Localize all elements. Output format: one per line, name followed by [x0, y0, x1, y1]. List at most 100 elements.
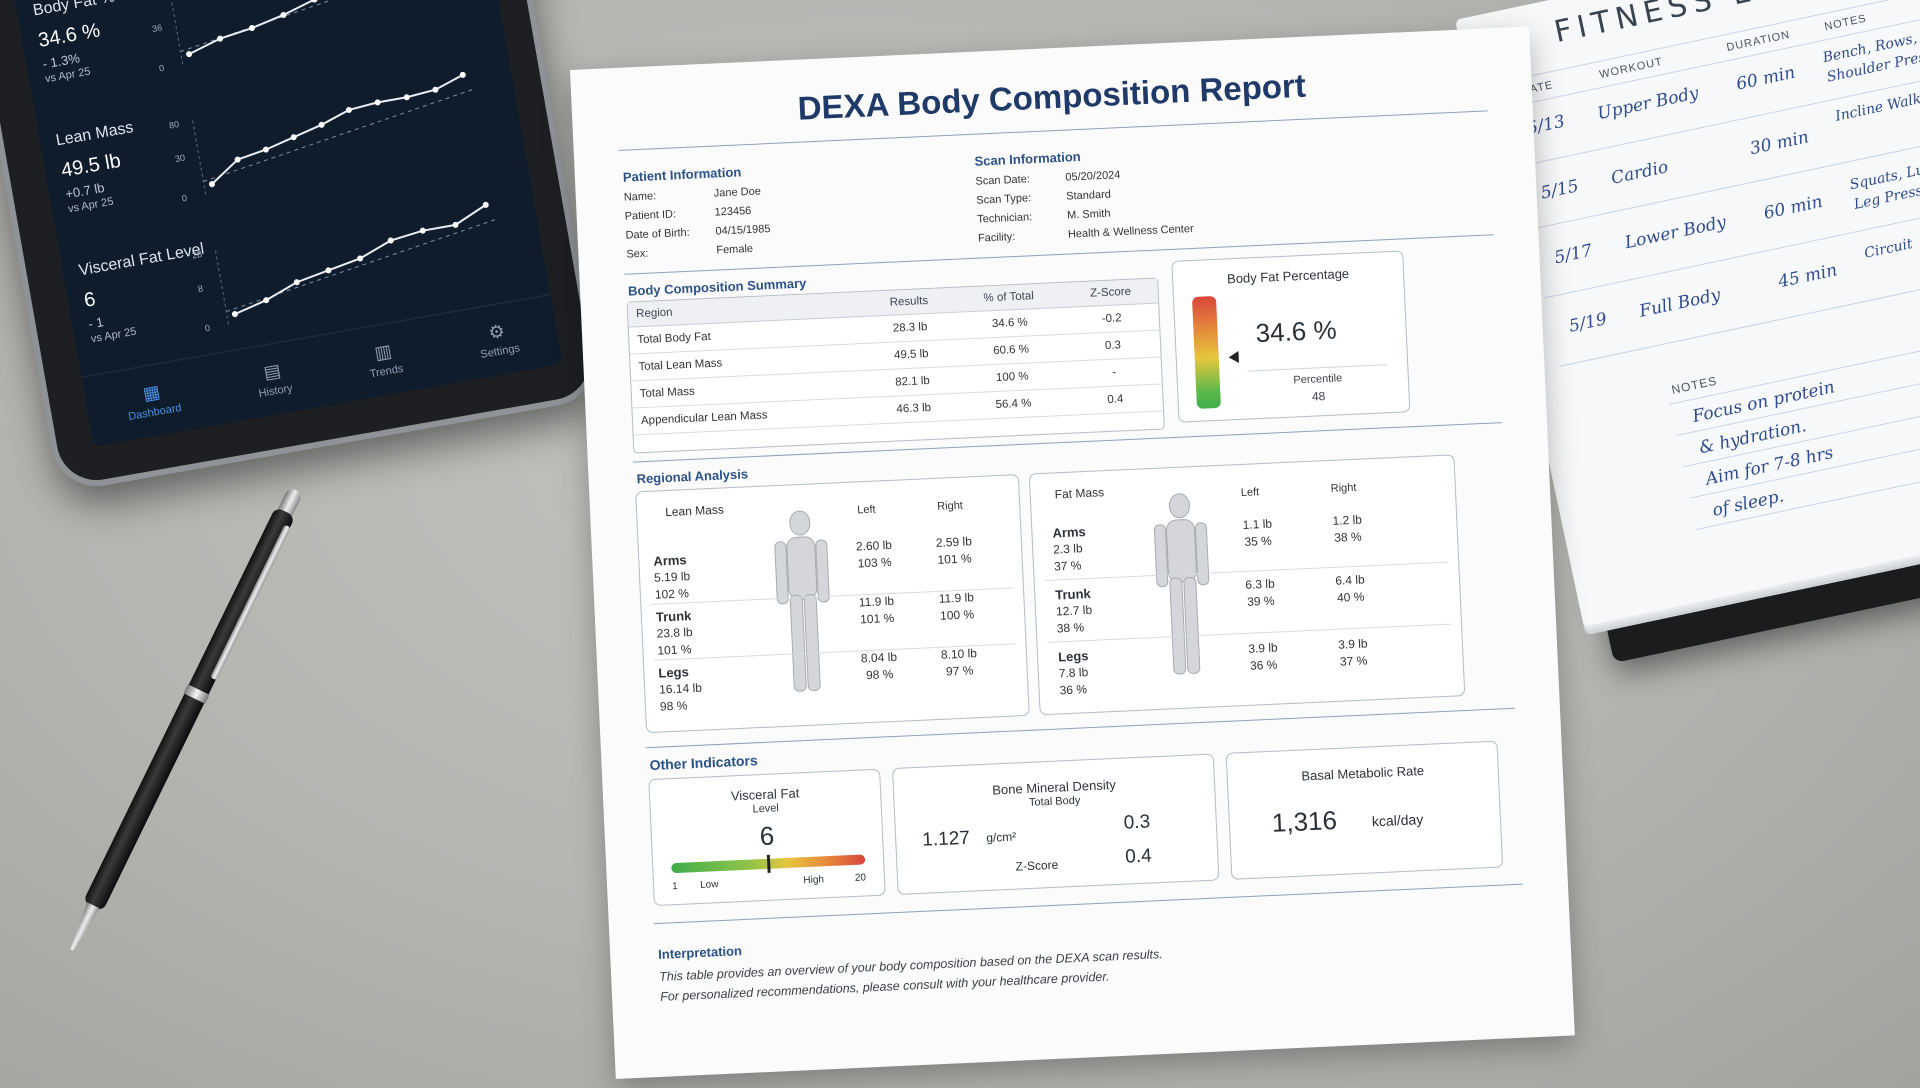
- silhouette-part: [1194, 522, 1210, 586]
- dexa-report: DEXA Body Composition Report Patient Inf…: [570, 26, 1575, 1079]
- tab-settings[interactable]: ⚙ Settings: [475, 319, 521, 361]
- sparkline-point: [345, 106, 352, 113]
- region-pct: 98 %: [659, 698, 688, 714]
- pen: [41, 485, 306, 998]
- scale-low: Low: [699, 879, 719, 891]
- region-pct: 36 %: [1059, 682, 1088, 698]
- sparkline-point: [208, 181, 215, 188]
- bmr-box: Basal Metabolic Rate 1,316 kcal/day: [1225, 740, 1504, 880]
- region-pct: 102 %: [654, 586, 690, 602]
- col-left: Left: [857, 503, 876, 517]
- region-arms: Arms: [1052, 524, 1087, 541]
- silhouette-part: [1153, 524, 1169, 588]
- left-pct: 103 %: [857, 554, 892, 571]
- settings-icon: ⚙: [487, 320, 507, 344]
- sparkline-axis-label: 8: [197, 283, 204, 294]
- bmd-value: 1.127: [921, 827, 971, 851]
- sparkline-lean-mass: 80 30 0: [168, 71, 474, 203]
- log-date: 5/15: [1538, 176, 1581, 204]
- metric-lean-mass[interactable]: Lean Mass 49.5 lb +0.7 lb vs Apr 25 80 30…: [55, 56, 510, 256]
- sparkline-point: [280, 11, 287, 18]
- field-label: Scan Type:: [976, 192, 1032, 207]
- right-pct: 38 %: [1334, 529, 1362, 545]
- notes-header: NOTES: [1670, 373, 1719, 397]
- field-label: Scan Date:: [975, 173, 1031, 188]
- tab-dashboard[interactable]: ▦ Dashboard: [123, 378, 182, 423]
- right-pct: 97 %: [945, 663, 974, 679]
- field-label: Name:: [623, 190, 657, 204]
- body-fat-title: Body Fat Percentage: [1226, 265, 1350, 287]
- bmd-zscore-label: Z-Score: [1015, 857, 1059, 874]
- sparkline-point: [186, 51, 193, 58]
- silhouette-part: [1169, 577, 1187, 675]
- percentile-label: Percentile: [1293, 372, 1343, 387]
- body-fat-gauge: [1191, 295, 1239, 409]
- fat-mass-title: Fat Mass: [1054, 485, 1105, 502]
- sparkline-axis-label: 30: [145, 0, 157, 1]
- pen-clip: [210, 524, 292, 681]
- region-legs: Legs: [1057, 648, 1089, 665]
- sparkline-point: [374, 99, 381, 106]
- bmr-title: Basal Metabolic Rate: [1301, 762, 1425, 784]
- silhouette-part: [786, 536, 818, 600]
- metric-body-fat[interactable]: Body Fat % 34.6 % - 1.3% vs Apr 25 30360: [32, 0, 487, 126]
- sparkline-point: [311, 0, 318, 3]
- report-title: DEXA Body Composition Report: [796, 66, 1307, 127]
- sparkline-axis-label: 0: [158, 63, 165, 74]
- other-indicators-heading: Other Indicators: [649, 752, 759, 774]
- log-workout: Upper Body: [1595, 83, 1701, 125]
- sparkline-point: [231, 311, 238, 318]
- bmd-zscore: 0.4: [1124, 845, 1153, 868]
- sparkline-axis-label: 30: [174, 152, 186, 164]
- field-value: Standard: [1065, 188, 1112, 203]
- sparkline-target: [203, 88, 474, 183]
- sparkline-point: [403, 94, 410, 101]
- sparkline-point: [432, 86, 439, 93]
- right-pct: 37 %: [1339, 653, 1368, 669]
- sparkline-point: [357, 255, 364, 262]
- sparkline-target: [226, 218, 497, 313]
- right-pct: 101 %: [937, 551, 972, 567]
- tab-label: History: [257, 382, 294, 401]
- cell: 28.3 lb: [864, 312, 956, 344]
- patient-sex: Sex: Female: [626, 243, 753, 261]
- log-workout: Full Body: [1637, 285, 1723, 322]
- left-pct: 98 %: [865, 666, 894, 683]
- sparkline-target: [180, 0, 451, 53]
- scale-min: 1: [671, 880, 678, 893]
- tablet-screen: Body Fat % 34.6 % - 1.3% vs Apr 25 30360…: [7, 0, 563, 447]
- sparkline-point: [262, 146, 269, 153]
- cell: -0.2: [1064, 303, 1160, 335]
- region-total: 12.7 lb: [1055, 602, 1093, 619]
- scan-facility: Facility: Health & Wellness Center: [978, 223, 1194, 245]
- sparkline-body-fat: 30 36 0: [145, 0, 451, 74]
- header-notes: NOTES: [1823, 12, 1868, 34]
- sparkline-point: [387, 237, 394, 244]
- region-trunk: Trunk: [1054, 585, 1092, 603]
- silhouette-part: [789, 510, 811, 536]
- silhouette-part: [1165, 519, 1197, 583]
- field-value: Female: [716, 242, 754, 257]
- sparkline-point: [248, 25, 255, 32]
- sparkline-line: [188, 0, 441, 56]
- body-silhouette-icon: [1153, 493, 1210, 675]
- metric-visceral-fat[interactable]: Visceral Fat Level 6 - 1 vs Apr 25 28 8 0: [78, 186, 533, 386]
- region-total: 5.19 lb: [653, 569, 691, 585]
- sparkline-axis-label: 0: [204, 323, 211, 334]
- field-value: Health & Wellness Center: [1067, 222, 1194, 241]
- sparkline-point: [290, 134, 297, 141]
- bone-density-box: Bone Mineral Density Total Body 1.127 g/…: [891, 753, 1220, 895]
- history-icon: ▤: [262, 360, 283, 383]
- scan-technician: Technician: M. Smith: [977, 208, 1111, 226]
- fat-mass-box: Fat Mass Left Right Arms 2.3 lb 37 % 1.1…: [1028, 454, 1466, 716]
- tab-history[interactable]: ▤ History: [254, 359, 294, 400]
- sparkline-point: [419, 227, 426, 234]
- sparkline-point: [293, 279, 300, 286]
- tab-trends[interactable]: ▥ Trends: [365, 339, 404, 381]
- percentile-value: 48: [1311, 389, 1326, 404]
- col-right: Right: [1330, 481, 1357, 495]
- tab-label: Dashboard: [127, 401, 183, 424]
- sparkline-axis-label: 80: [168, 119, 180, 131]
- sparkline-axis-label: 28: [191, 249, 203, 261]
- scale-max: 20: [854, 872, 867, 884]
